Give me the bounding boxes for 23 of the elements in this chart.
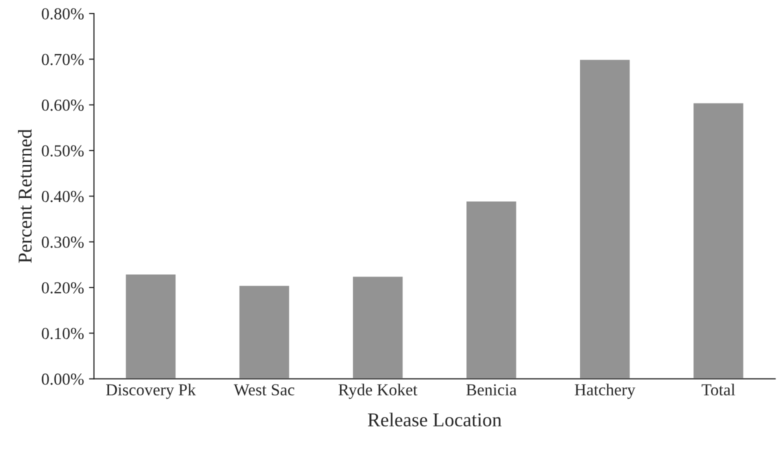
x-tick-label: Total [702, 384, 736, 396]
y-tick-label: 0.50% [42, 145, 84, 157]
y-tick-label: 0.40% [42, 190, 84, 202]
bar [124, 273, 177, 379]
bar [578, 58, 632, 379]
y-tick-label: 0.30% [42, 236, 84, 248]
y-tick-label: 0.80% [42, 8, 84, 20]
x-tick-label: Benicia [466, 384, 517, 396]
y-tick-label: 0.00% [42, 374, 84, 385]
bar [352, 275, 404, 379]
x-tick-label: Discovery Pk [106, 384, 196, 399]
y-axis-title: Percent Returned [18, 129, 32, 263]
bar [238, 284, 291, 379]
y-tick-label: 0.10% [42, 328, 84, 340]
bar [465, 200, 518, 379]
x-axis-title: Release Location [368, 412, 502, 426]
y-tick-label: 0.20% [42, 282, 84, 294]
x-tick-label: Hatchery [574, 384, 636, 399]
x-tick-label: Ryde Koket [338, 384, 418, 399]
y-tick-label: 0.60% [42, 100, 84, 111]
bar [692, 102, 745, 379]
x-tick-label: West Sac [234, 384, 294, 396]
y-tick-label: 0.70% [42, 54, 84, 66]
